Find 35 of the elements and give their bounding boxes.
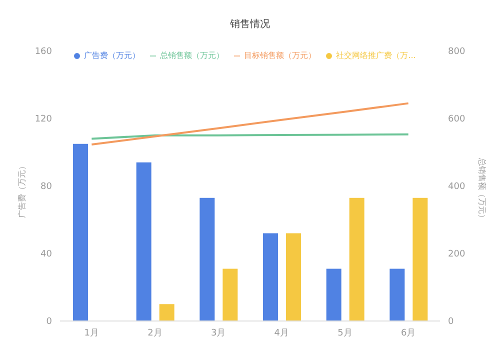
y-tick-label: 80 [40,182,52,192]
legend-label: 总销售额（万元） [160,51,224,60]
bar [136,162,152,321]
x-tick-label: 6月 [400,328,416,338]
y-tick-label: 0 [46,317,52,328]
chart-title: 销售情况 [229,18,271,31]
legend-label: 目标销售额（万元） [244,51,316,60]
x-tick-label: 4月 [274,328,290,338]
y-tick-label: 40 [40,250,52,260]
bar [200,198,215,321]
y-tick-label: 120 [34,114,52,125]
line-series [90,102,410,146]
bar [349,198,364,321]
bar [222,268,238,321]
y-axis-title: 广告费（万元） [16,162,28,218]
y-tick-label: 160 [34,47,52,58]
bar [263,233,278,321]
y2-tick-label: 200 [448,250,466,260]
y2-axis-title: 总销售额（万元） [476,158,488,222]
x-tick-label: 3月 [210,328,226,338]
bar [390,268,405,321]
x-tick-label: 2月 [148,328,162,338]
bar [412,198,428,321]
legend-label: 广告费（万元） [84,51,140,60]
x-tick-label: 5月 [338,328,352,338]
bar [286,233,301,321]
y2-tick-label: 0 [448,317,454,328]
bar [326,268,342,321]
x-tick-label: 1月 [84,328,100,338]
y2-tick-label: 400 [448,182,466,192]
legend-label: 社交网络推广费（万... [336,51,416,60]
y2-tick-label: 600 [448,114,466,125]
y2-tick-label: 800 [448,47,466,58]
bar [159,304,174,321]
bar [73,144,88,321]
